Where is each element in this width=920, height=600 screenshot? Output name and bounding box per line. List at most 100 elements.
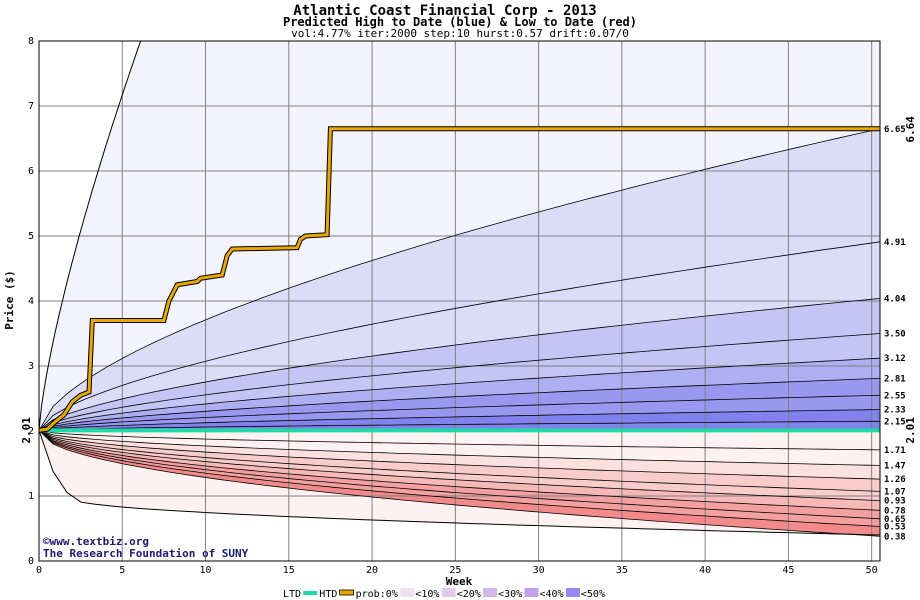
y-tick-label: 2 <box>28 426 34 437</box>
legend-bin-swatch <box>524 588 539 597</box>
x-tick-label: 0 <box>36 565 42 576</box>
low-line-8 <box>38 430 881 537</box>
band-low-outer <box>39 430 880 537</box>
low-line-2 <box>38 430 881 480</box>
x-tick-label: 25 <box>449 565 461 576</box>
high-line-4 <box>38 357 881 431</box>
y-tick-label: 5 <box>28 231 34 242</box>
low-line-4 <box>38 430 881 501</box>
y-tick-label: 6 <box>28 166 34 177</box>
band-end-label-high: 6.65 <box>884 125 906 135</box>
chart-title: Atlantic Coast Financial Corp - 2013 <box>293 3 596 19</box>
band-end-label-high: 2.33 <box>884 406 906 416</box>
legend-bin-swatch <box>400 588 415 597</box>
chart-params: vol:4.77% iter:2000 step:10 hurst:0.57 d… <box>291 27 629 40</box>
low-line-5 <box>38 430 881 511</box>
band-end-label-low: 0.65 <box>884 515 906 525</box>
y-tick-label: 0 <box>28 556 34 567</box>
band-low-8 <box>39 430 880 537</box>
legend-htd-label: HTD <box>319 589 337 600</box>
axes: 0 5 10 15 20 25 30 35 40 45 500123456786.654.914.0… <box>20 36 917 576</box>
band-low-4 <box>39 430 880 501</box>
band-low-2 <box>39 430 880 480</box>
high-line-5 <box>38 378 881 431</box>
band-end-label-high: 4.91 <box>884 238 906 248</box>
band-lines <box>38 40 881 537</box>
y-tick-label: 4 <box>28 296 34 307</box>
series <box>38 126 880 433</box>
band-low-7 <box>39 430 880 527</box>
band-high-1 <box>39 241 880 431</box>
band-low-3 <box>39 430 880 492</box>
band-low-5 <box>39 430 880 511</box>
legend-bin-swatch <box>441 588 456 597</box>
band-end-label-low: 1.26 <box>884 475 906 485</box>
ltd-end-label: 2.01 <box>904 417 917 444</box>
legend-bin-swatch <box>565 588 580 597</box>
legend-htd-swatch <box>339 589 355 596</box>
chart-subtitle: Predicted High to Date (blue) & Low to D… <box>283 15 637 29</box>
low-line-0 <box>38 430 881 451</box>
htd-line <box>38 127 880 432</box>
legend-bin-label: <50% <box>581 589 605 600</box>
band-end-label-low: 0.93 <box>884 497 906 507</box>
legend-bin-swatch <box>483 588 498 597</box>
x-tick-label: 50 <box>866 565 878 576</box>
legend-ltd-swatch <box>303 591 318 595</box>
x-tick-label: 15 <box>283 565 295 576</box>
band-end-label-low: 0.78 <box>884 506 906 516</box>
legend-bin-label: <30% <box>498 589 522 600</box>
band-end-label-high: 2.15 <box>884 417 906 427</box>
band-high-7 <box>39 409 880 431</box>
band-high-8 <box>39 421 880 431</box>
band-low-6 <box>39 430 880 519</box>
y-tick-label: 1 <box>28 491 34 502</box>
band-high-beyond <box>39 41 880 431</box>
band-end-label-low: 0.38 <box>884 532 906 542</box>
outer-high-line <box>38 40 142 431</box>
band-end-label-high: 3.12 <box>884 354 906 364</box>
high-line-8 <box>38 420 880 431</box>
band-high-0 <box>39 128 880 431</box>
band-low-0 <box>39 430 880 450</box>
x-tick-label: 45 <box>782 565 794 576</box>
x-axis-label: Week <box>446 575 473 588</box>
band-end-label-low: 1.71 <box>884 446 906 456</box>
y-axis-label: Price ($) <box>3 270 16 330</box>
credit-line-2: The Research Foundation of SUNY <box>43 547 249 560</box>
band-low-1 <box>39 430 880 466</box>
low-line-7 <box>38 430 881 527</box>
y-tick-label: 3 <box>28 361 34 372</box>
band-end-label-low: 1.47 <box>884 461 906 471</box>
band-high-6 <box>39 395 880 431</box>
band-high-5 <box>39 378 880 431</box>
x-tick-label: 35 <box>616 565 628 576</box>
band-end-label-high: 4.04 <box>884 294 906 304</box>
legend: LTD HTD prob:0% <10% <20% <30% <40% <50% <box>283 588 605 600</box>
low-line-6 <box>38 430 881 520</box>
band-high-3 <box>39 333 880 431</box>
legend-prob-label: prob:0% <box>356 589 398 600</box>
x-tick-label: 40 <box>699 565 711 576</box>
band-high-outer <box>39 41 880 431</box>
y-tick-label: 7 <box>28 101 34 112</box>
htd-end-label: 6.64 <box>904 116 917 143</box>
high-line-3 <box>38 333 881 431</box>
legend-ltd-label: LTD <box>283 589 301 600</box>
legend-bin-label: <40% <box>540 589 564 600</box>
y-tick-label: 8 <box>28 36 34 47</box>
band-end-label-high: 2.55 <box>884 391 906 401</box>
start-price-label: 2.01 <box>20 417 33 444</box>
band-end-label-low: 1.07 <box>884 487 906 497</box>
high-line-1 <box>38 241 881 431</box>
x-tick-label: 5 <box>119 565 125 576</box>
high-line-6 <box>38 394 881 431</box>
legend-bin-label: <20% <box>457 589 481 600</box>
x-tick-label: 10 <box>200 565 212 576</box>
high-line-0 <box>38 128 881 431</box>
band-end-label-low: 0.53 <box>884 523 906 533</box>
x-tick-label: 20 <box>366 565 378 576</box>
high-line-7 <box>38 409 881 431</box>
x-tick-label: 30 <box>533 565 545 576</box>
